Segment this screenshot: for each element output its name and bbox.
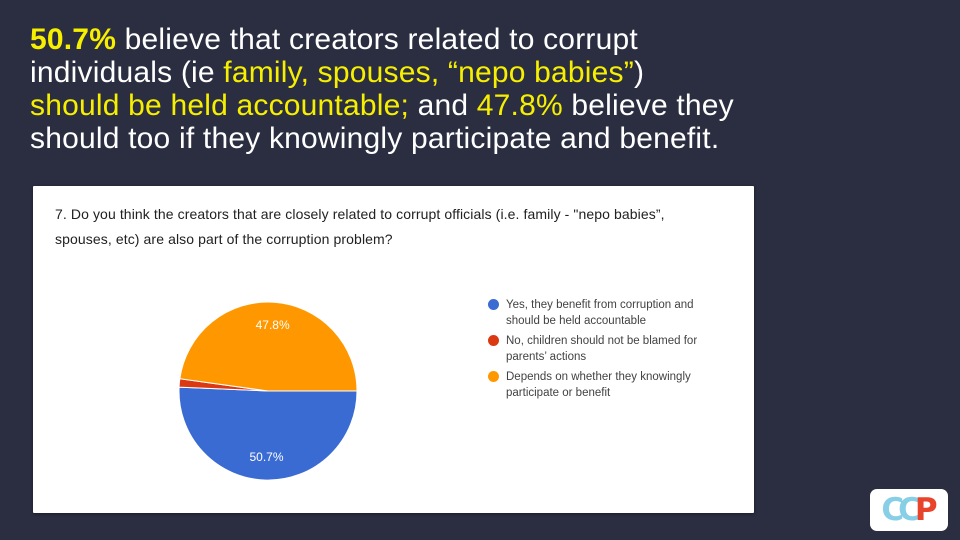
legend-dot-orange-icon — [488, 371, 499, 382]
headline-line-1: 50.7% believe that creators related to c… — [30, 23, 638, 56]
pie-chart: 50.7% 47.8% — [178, 301, 358, 481]
chart-card: 7. Do you think the creators that are cl… — [33, 186, 754, 513]
pie-slice-label-2: 47.8% — [256, 318, 290, 332]
survey-question-line-2: spouses, etc) are also part of the corru… — [55, 231, 393, 247]
headline-line-3: should be held accountable; and 47.8% be… — [30, 89, 734, 122]
logo-letter-c1: C — [881, 491, 904, 528]
headline: 50.7% believe that creators related to c… — [30, 23, 945, 155]
legend-dot-red-icon — [488, 335, 499, 346]
pie-slice-label-0: 50.7% — [249, 450, 283, 464]
legend-item-yes: Yes, they benefit from corruption and sho… — [488, 297, 748, 329]
stat-50-7: 50.7% — [30, 23, 117, 56]
legend-item-no: No, children should not be blamed for par… — [488, 333, 748, 365]
legend-label-yes: Yes, they benefit from corruption and — [506, 299, 694, 311]
legend-label-depends: Depends on whether they knowingly — [506, 371, 691, 383]
pie-chart-svg: 50.7% 47.8% — [178, 301, 358, 481]
logo-letter-p: P — [914, 491, 938, 528]
chart-legend: Yes, they benefit from corruption and sho… — [488, 297, 748, 405]
legend-label-no: No, children should not be blamed for — [506, 335, 698, 347]
survey-question: 7. Do you think the creators that are cl… — [55, 202, 740, 252]
legend-item-depends: Depends on whether they knowingly partici… — [488, 369, 748, 401]
headline-line-4: should too if they knowingly participate… — [30, 122, 720, 155]
survey-question-line-1: 7. Do you think the creators that are cl… — [55, 206, 665, 222]
headline-line-2: individuals (ie family, spouses, “nepo b… — [30, 56, 645, 89]
pie-slice-2 — [179, 301, 358, 392]
logo-letter-c2: C — [898, 491, 921, 528]
ccp-logo: C C P — [870, 489, 948, 531]
stat-47-8: 47.8% — [476, 89, 563, 122]
legend-dot-blue-icon — [488, 299, 499, 310]
pie-slice-0 — [178, 386, 358, 481]
